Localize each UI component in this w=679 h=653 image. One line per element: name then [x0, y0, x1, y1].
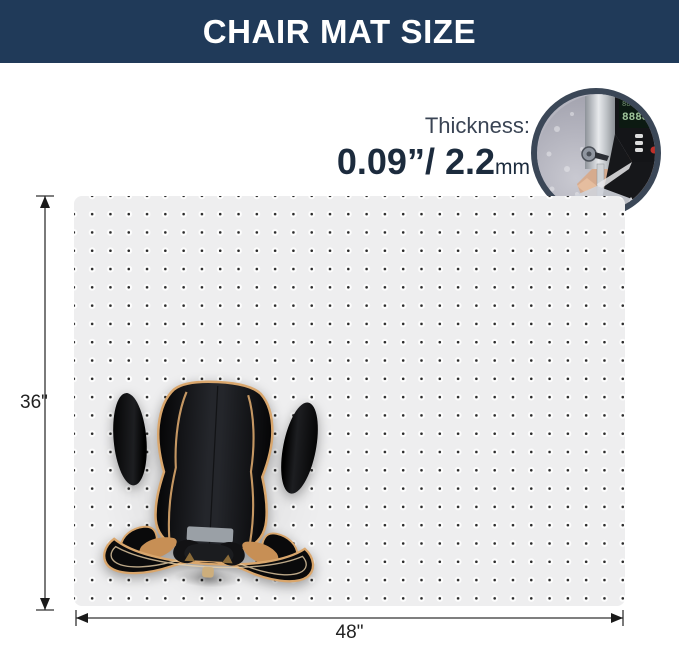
svg-text:888: 888 — [622, 101, 635, 109]
svg-text:88888: 88888 — [622, 112, 655, 124]
svg-text:0-25mm: 0-25mm — [635, 204, 651, 218]
svg-text:0.01mm: 0.01mm — [648, 192, 661, 214]
svg-text:!: ! — [629, 201, 631, 207]
